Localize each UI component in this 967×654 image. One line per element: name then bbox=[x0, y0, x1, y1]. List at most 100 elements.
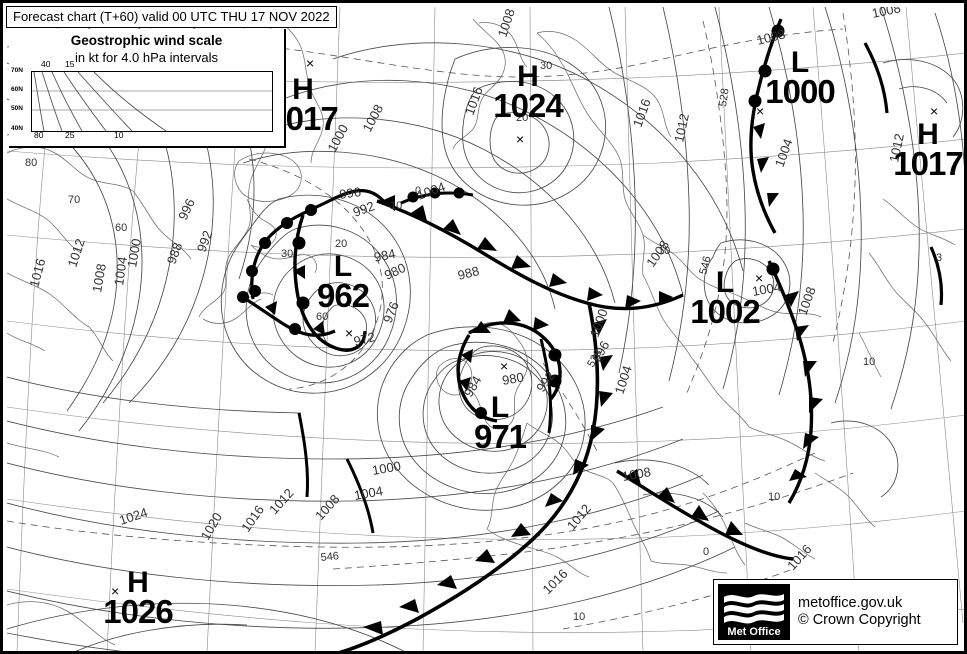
pressure-centre-type: H bbox=[917, 118, 939, 151]
logo-url[interactable]: metoffice.gov.uk bbox=[798, 595, 903, 612]
front-occluded-971 bbox=[468, 309, 562, 401]
thickness-label: 546 bbox=[697, 255, 713, 276]
isobar-label: 988 bbox=[164, 241, 186, 267]
pressure-centre-value: 1026 bbox=[103, 592, 173, 630]
pressure-centre-value: 1024 bbox=[493, 86, 563, 124]
pressure-centre-h-1024: H 1024 bbox=[473, 60, 583, 124]
isobar-label: 980 bbox=[501, 369, 525, 388]
pressure-centre-value: 1002 bbox=[690, 292, 760, 330]
front-cold-main bbox=[376, 195, 684, 311]
pressure-centre-type: L bbox=[490, 391, 510, 424]
isobar-label: 1012 bbox=[886, 132, 907, 163]
wind-scale-tick-10: 10 bbox=[114, 130, 124, 140]
pressure-centre-x-marker: × bbox=[111, 583, 120, 599]
pressure-centre-l-1002: L 1002 bbox=[670, 266, 780, 330]
isobar-label: 1016 bbox=[26, 257, 48, 289]
pressure-centre-value: 971 bbox=[473, 417, 527, 455]
wind-scale-marker: 10 bbox=[658, 245, 670, 257]
pressure-centre-x-marker: × bbox=[755, 270, 764, 286]
wind-scale-lat-40n: 40N bbox=[11, 125, 23, 132]
isobar-label: 1004 bbox=[111, 256, 130, 287]
isobar-label: 996 bbox=[338, 184, 362, 202]
isobar-label: 984 bbox=[373, 246, 397, 265]
wind-scale-tick-40: 40 bbox=[41, 59, 51, 69]
front-warm-north bbox=[400, 187, 474, 205]
pressure-centre-type: H bbox=[127, 566, 149, 599]
front-1000-low bbox=[748, 18, 785, 234]
front-occluded-greenland bbox=[246, 189, 387, 300]
wind-scale-tick-80: 80 bbox=[34, 130, 44, 140]
isobar-label: 1000 bbox=[371, 458, 402, 478]
front-occluded-971-tail bbox=[456, 334, 498, 423]
wind-scale-marker: 20 bbox=[516, 112, 528, 124]
isobar-label: 1004 bbox=[751, 279, 782, 299]
isobar-label: 972 bbox=[352, 329, 377, 349]
wind-scale-marker: 10 bbox=[768, 491, 780, 503]
wind-scale-subtitle: in kt for 4.0 hPa intervals bbox=[74, 50, 219, 65]
pressure-centre-x-marker: × bbox=[930, 103, 939, 119]
wind-scale-marker: 10 bbox=[863, 356, 875, 368]
pressure-centre-value: 962 bbox=[316, 276, 370, 314]
thickness-label: 528 bbox=[717, 88, 731, 108]
isobar-label: 1008 bbox=[89, 262, 109, 293]
pressure-centre-value: 1000 bbox=[765, 72, 835, 110]
front-cold-europe bbox=[616, 469, 794, 561]
wind-scale-nomogram bbox=[31, 71, 273, 132]
pressure-centre-type: L bbox=[790, 46, 810, 79]
wind-scale-marker: 10 bbox=[573, 611, 585, 623]
trough-lines bbox=[297, 338, 553, 534]
wind-scale-tick-25: 25 bbox=[65, 130, 75, 140]
pressure-centre-type: L bbox=[333, 250, 353, 283]
isobar-label: 1000 bbox=[124, 237, 144, 268]
wind-scale-title: Geostrophic wind scale bbox=[70, 33, 223, 48]
isobar-label: 1012 bbox=[671, 112, 692, 143]
pressure-centre-x-marker: × bbox=[306, 55, 315, 71]
met-office-logo-mark: Met Office bbox=[718, 584, 790, 640]
pressure-centre-type: H bbox=[292, 73, 314, 106]
pressure-centre-value: 1017 bbox=[893, 144, 963, 182]
pressure-centre-h-1017: H 1017 bbox=[873, 118, 964, 182]
wind-scale-tick-15: 15 bbox=[65, 59, 75, 69]
met-office-wordmark: Met Office bbox=[727, 626, 781, 638]
wind-scale-marker: 0 bbox=[703, 546, 709, 558]
met-office-logo-box: Met Office metoffice.gov.uk © Crown Copy… bbox=[713, 579, 958, 645]
wind-scale-lat-70n: 70N bbox=[11, 67, 23, 74]
isobar-label: 1008 bbox=[755, 26, 787, 48]
wind-scale-marker: 70 bbox=[68, 194, 80, 206]
wind-scale-marker: 80 bbox=[25, 157, 37, 169]
wind-scale-marker: 3 bbox=[936, 252, 942, 264]
front-cold-southern bbox=[338, 302, 613, 651]
wind-scale-marker: 60 bbox=[316, 311, 328, 323]
wind-scale-marker: 30 bbox=[281, 248, 293, 260]
wind-scale-marker: 30 bbox=[540, 60, 552, 72]
pressure-centre-h-1026: H 1026 bbox=[83, 566, 193, 630]
wind-scale-lat-60n: 60N bbox=[11, 86, 23, 93]
front-occluded-hook bbox=[237, 291, 336, 337]
pressure-centre-x-marker: × bbox=[516, 131, 525, 147]
logo-text-block: metoffice.gov.uk © Crown Copyright bbox=[790, 580, 957, 644]
pressure-centre-type: H bbox=[517, 60, 539, 93]
isobar-label: 992 bbox=[351, 198, 377, 220]
logo-copyright: © Crown Copyright bbox=[798, 612, 921, 628]
wind-scale-marker: 10 bbox=[390, 200, 402, 212]
front-cold-east bbox=[766, 260, 823, 504]
geostrophic-wind-scale: Geostrophic wind scale in kt for 4.0 hPa… bbox=[9, 29, 286, 148]
thickness-label: 546 bbox=[320, 550, 340, 564]
chart-title-box: Forecast chart (T+60) valid 00 UTC THU 1… bbox=[6, 6, 337, 28]
front-arc-far-east bbox=[929, 246, 944, 306]
pressure-centre-x-marker: × bbox=[345, 325, 354, 341]
wind-scale-lat-50n: 50N bbox=[11, 105, 23, 112]
pressure-centre-l-971: L 971 bbox=[445, 391, 555, 455]
isobar-label: 1004 bbox=[353, 483, 384, 503]
isobar-label: 1008 bbox=[621, 464, 652, 484]
pressure-centre-l-962: L 962 bbox=[288, 250, 398, 314]
pressure-centre-l-1000: L 1000 bbox=[745, 46, 855, 110]
pressure-centre-h-1017: H 1017 bbox=[248, 73, 358, 135]
pressure-centre-x-marker: × bbox=[756, 103, 765, 119]
wind-scale-marker: 0 bbox=[415, 185, 421, 197]
pressure-centre-type: L bbox=[715, 266, 735, 299]
